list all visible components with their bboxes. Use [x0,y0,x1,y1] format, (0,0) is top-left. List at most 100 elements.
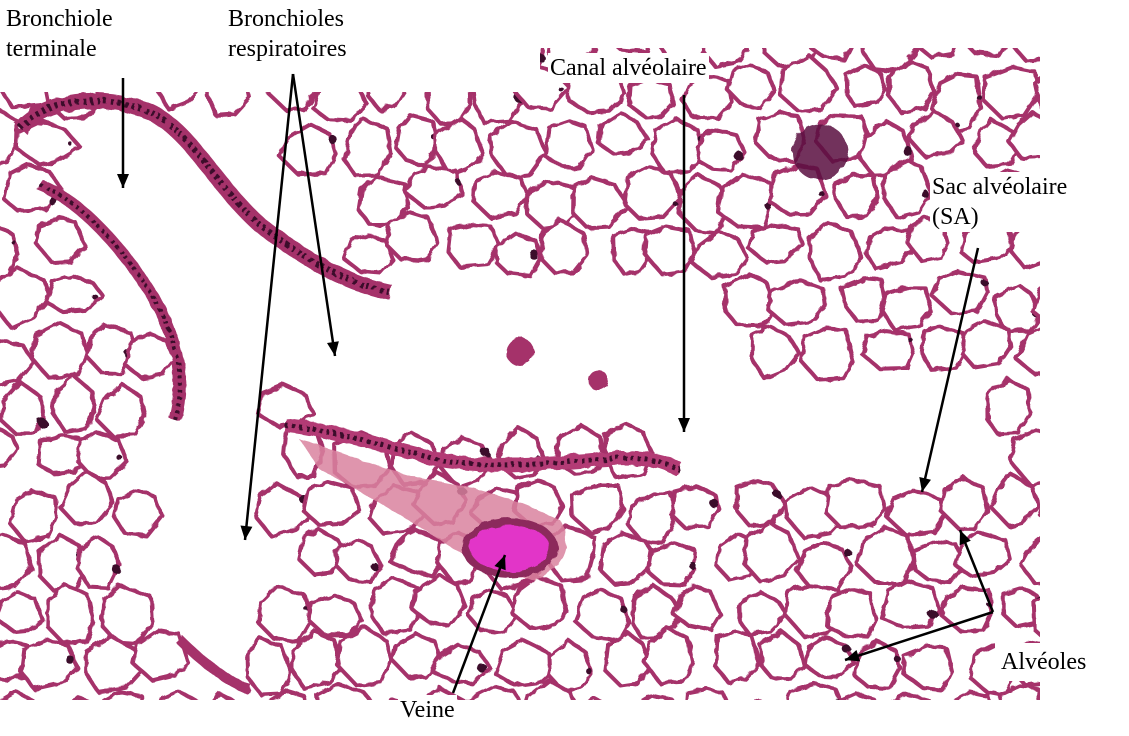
alveolus [46,276,103,312]
alveolus [736,480,785,526]
alveolus [345,120,391,176]
alveolus [0,535,32,589]
alveolus [760,631,805,679]
alveolus [114,491,162,536]
nucleus [620,606,627,613]
alveolus [78,537,119,588]
arrow-bronchioles-resp-2 [240,74,293,540]
alveolus [573,178,628,229]
terminal-bronchiole-wall [20,101,390,292]
nucleus [329,135,338,144]
alveolus [48,585,94,643]
nucleus [894,656,901,663]
alveolus [846,65,885,106]
nucleus [689,562,696,569]
alveolus [32,323,87,378]
alveolus [697,130,745,170]
alveolus [883,160,931,217]
alveolus [649,543,695,585]
alveolus [22,640,79,689]
alveolus [857,528,914,584]
nucleus [673,201,678,206]
alveolus [575,590,630,641]
alveolus [545,121,592,168]
alveolus [827,589,876,636]
alveolus [652,119,702,172]
nucleus [586,668,592,674]
alveolus [599,113,648,154]
alveolus [674,586,721,630]
alveolus [826,480,886,528]
alveolus [0,108,17,164]
alveolus [335,539,381,582]
nucleus [371,562,379,570]
alveolus [39,536,83,592]
alveolus [2,382,45,434]
alveolus [96,384,145,436]
alveolus [406,167,462,208]
alveolus [866,229,912,269]
alveolus [922,327,967,370]
label-veine: Veine [398,695,457,725]
lower-left-wall [180,640,250,690]
alveolus [752,326,799,378]
alveolus [412,576,465,626]
alveolus [572,486,623,533]
alveolus [834,175,878,217]
alveolus [0,592,43,633]
alveolus [881,581,939,628]
label-bronchiole-terminale: Bronchiole terminale [4,4,115,64]
alveolus [886,490,944,535]
nucleus [773,490,781,498]
nucleus [818,190,824,196]
alveolus [809,222,863,280]
alveolus [728,65,775,108]
nucleus [477,663,486,672]
alveolus [862,331,913,369]
nucleus [69,142,73,146]
nucleus [733,151,743,161]
alveolus [644,227,694,274]
alveolus [962,321,1011,368]
alveolus [258,586,312,642]
alveolus [768,280,825,325]
alveolus [0,268,50,328]
nucleus [112,565,121,574]
nucleus [481,448,490,457]
alveolus [258,385,313,427]
nucleus [908,338,913,343]
alveolus [541,220,587,273]
alveolus [387,212,438,261]
nucleus [12,240,16,244]
nucleus [304,607,308,611]
alveolus [882,288,931,329]
alveolus [889,62,934,114]
nucleus [845,550,853,558]
alveolus [940,478,988,528]
nucleus [976,94,981,99]
alveolus [903,646,952,690]
label-alveoles: Alvéoles [995,643,1092,681]
alveolus [304,482,360,525]
alveolus [10,491,57,542]
alveolus [842,278,885,321]
nucleus [955,123,959,127]
alveolus [53,376,94,432]
nucleus [843,645,851,653]
alveolus [474,172,528,218]
alveolus [625,167,682,219]
label-sac-alveolaire: Sac alvéolaire (SA) [930,172,1069,232]
alveolus [448,225,498,267]
nucleus [929,610,938,619]
alveolus [716,632,760,683]
alveolus [337,627,391,686]
alveolus [0,341,34,385]
alveolus [396,116,438,167]
nucleus [117,455,123,461]
alveolus [490,122,545,178]
alveolus [718,174,770,227]
vein-blood [470,525,550,571]
alveolus [629,79,672,117]
